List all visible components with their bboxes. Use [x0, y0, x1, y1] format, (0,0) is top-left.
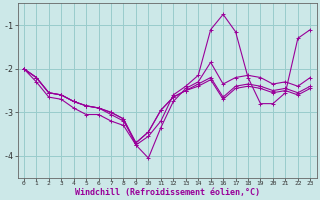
X-axis label: Windchill (Refroidissement éolien,°C): Windchill (Refroidissement éolien,°C) [75, 188, 260, 197]
